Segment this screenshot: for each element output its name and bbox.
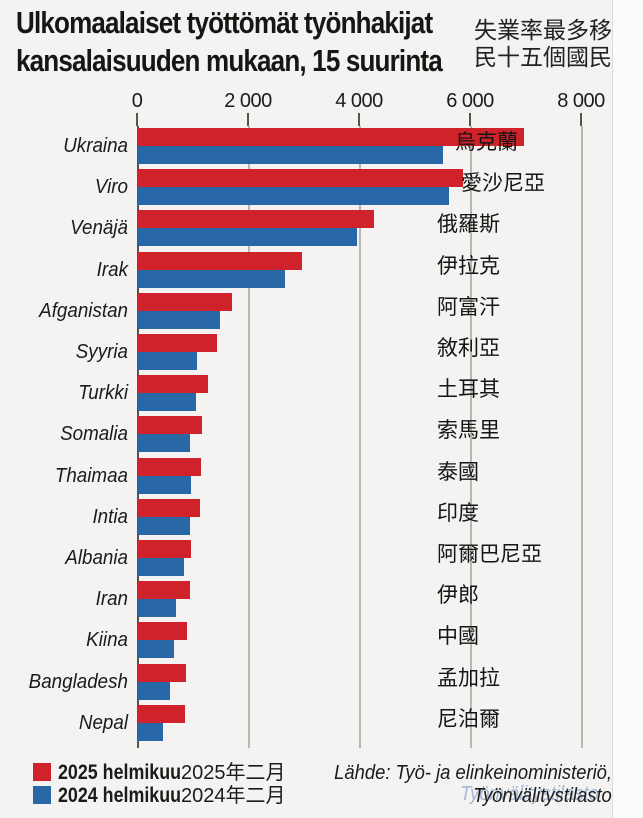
legend-label-2025: 2025 helmikuu <box>58 761 182 784</box>
bar-2024 <box>138 434 190 453</box>
category-label-zh: 索馬里 <box>437 419 500 443</box>
bar-2024 <box>138 228 357 247</box>
tick-mark-6000 <box>469 113 471 126</box>
bar-2024 <box>138 599 176 618</box>
category-label-zh: 孟加拉 <box>437 666 500 690</box>
bar-2025 <box>138 128 524 146</box>
bar-2025 <box>138 540 191 558</box>
gridline-2000 <box>248 126 250 748</box>
bar-2024 <box>138 269 285 288</box>
bar-2024 <box>138 310 220 329</box>
bar-2024 <box>138 475 191 494</box>
gridline-4000 <box>359 126 361 748</box>
bar-2025 <box>138 622 187 641</box>
tick-mark-2000 <box>247 113 249 126</box>
bar-2024 <box>138 393 196 412</box>
category-label-zh: 阿富汗 <box>437 295 500 319</box>
category-label: Nepal <box>78 711 128 734</box>
bar-2025 <box>138 251 302 270</box>
category-label: Albania <box>65 547 128 569</box>
bar-2025 <box>138 498 200 517</box>
legend-label-2024: 2024 helmikuu <box>58 784 182 807</box>
title-line-1: Ulkomaalaiset työttömät työnhakijat <box>16 5 433 40</box>
bar-2024 <box>138 722 163 741</box>
source-line-2: Työnvälitystilasto <box>473 785 612 807</box>
bar-2025 <box>138 334 217 352</box>
category-label: Viro <box>94 176 128 199</box>
bar-2025 <box>138 663 186 682</box>
category-label-zh: 伊拉克 <box>437 254 500 278</box>
legend-swatch-2025 <box>33 763 51 781</box>
category-label-zh: 阿爾巴尼亞 <box>437 543 542 566</box>
legend-label-2024-zh: 2024年二月 <box>181 785 286 807</box>
bar-2024 <box>138 516 190 535</box>
category-label: Bangladesh <box>28 670 129 693</box>
bar-2025 <box>138 375 208 394</box>
category-label-zh: 中國 <box>437 625 479 649</box>
title-zh-line-2: 民十五個國民 <box>474 44 612 70</box>
legend-label-2025-zh: 2025年二月 <box>181 762 286 784</box>
category-label-zh: 泰國 <box>437 460 479 484</box>
bar-2025 <box>138 704 185 723</box>
category-label: Venäjä <box>70 217 128 240</box>
tick-mark-4000 <box>358 113 360 126</box>
title-zh-line-1: 失業率最多移 <box>474 17 612 43</box>
category-label: Somalia <box>60 423 128 446</box>
category-label-zh: 烏克蘭 <box>455 131 518 154</box>
bar-2025 <box>138 169 463 188</box>
tick-label-8000: 8 000 <box>557 90 605 112</box>
category-label-zh: 愛沙尼亞 <box>461 172 545 196</box>
category-label: Syyria <box>75 341 128 363</box>
bar-2025 <box>138 292 232 311</box>
tick-label-4000: 4 000 <box>335 90 383 112</box>
gridline-8000 <box>581 126 583 748</box>
bar-2024 <box>138 352 197 370</box>
source-watermark-ghost: Työnvälitystilasto <box>460 783 600 805</box>
category-label-zh: 敘利亞 <box>437 337 500 360</box>
bar-2025 <box>138 416 202 435</box>
category-label: Irak <box>96 258 128 281</box>
category-label: Turkki <box>78 382 128 405</box>
legend-swatch-2024 <box>33 786 51 804</box>
tick-label-0: 0 <box>131 90 143 112</box>
category-label: Intia <box>92 505 128 528</box>
category-label-zh: 印度 <box>437 501 479 525</box>
tick-label-6000: 6 000 <box>446 90 494 112</box>
category-label: Afganistan <box>39 299 128 322</box>
category-label-zh: 伊郎 <box>437 584 479 608</box>
bar-2025 <box>138 581 190 600</box>
category-label-zh: 俄羅斯 <box>437 213 500 237</box>
bar-2024 <box>138 146 443 164</box>
column-divider <box>612 0 643 818</box>
category-label-zh: 尼泊爾 <box>437 707 500 731</box>
title-line-2: kansalaisuuden mukaan, 15 suurinta <box>16 43 443 78</box>
category-label: Kiina <box>86 629 128 652</box>
page-title-chinese: 失業率最多移 民十五個國民 <box>474 17 612 71</box>
category-label: Thaimaa <box>54 464 129 487</box>
bar-2025 <box>138 457 201 476</box>
tick-mark-0 <box>136 113 138 126</box>
bar-2024 <box>138 640 174 659</box>
bar-2024 <box>138 187 449 206</box>
tick-label-2000: 2 000 <box>224 90 272 112</box>
category-label: Ukraina <box>63 135 128 157</box>
tick-mark-8000 <box>580 113 582 126</box>
bar-2024 <box>138 558 184 576</box>
category-label: Iran <box>95 588 128 611</box>
category-label-zh: 土耳其 <box>437 378 500 402</box>
gridline-6000 <box>470 126 472 748</box>
bar-2024 <box>138 681 170 700</box>
source-line-1: Lähde: Työ- ja elinkeinoministeriö, <box>334 762 612 784</box>
page-title: Ulkomaalaiset työttömät työnhakijat kans… <box>16 4 443 80</box>
bar-2025 <box>138 210 374 229</box>
